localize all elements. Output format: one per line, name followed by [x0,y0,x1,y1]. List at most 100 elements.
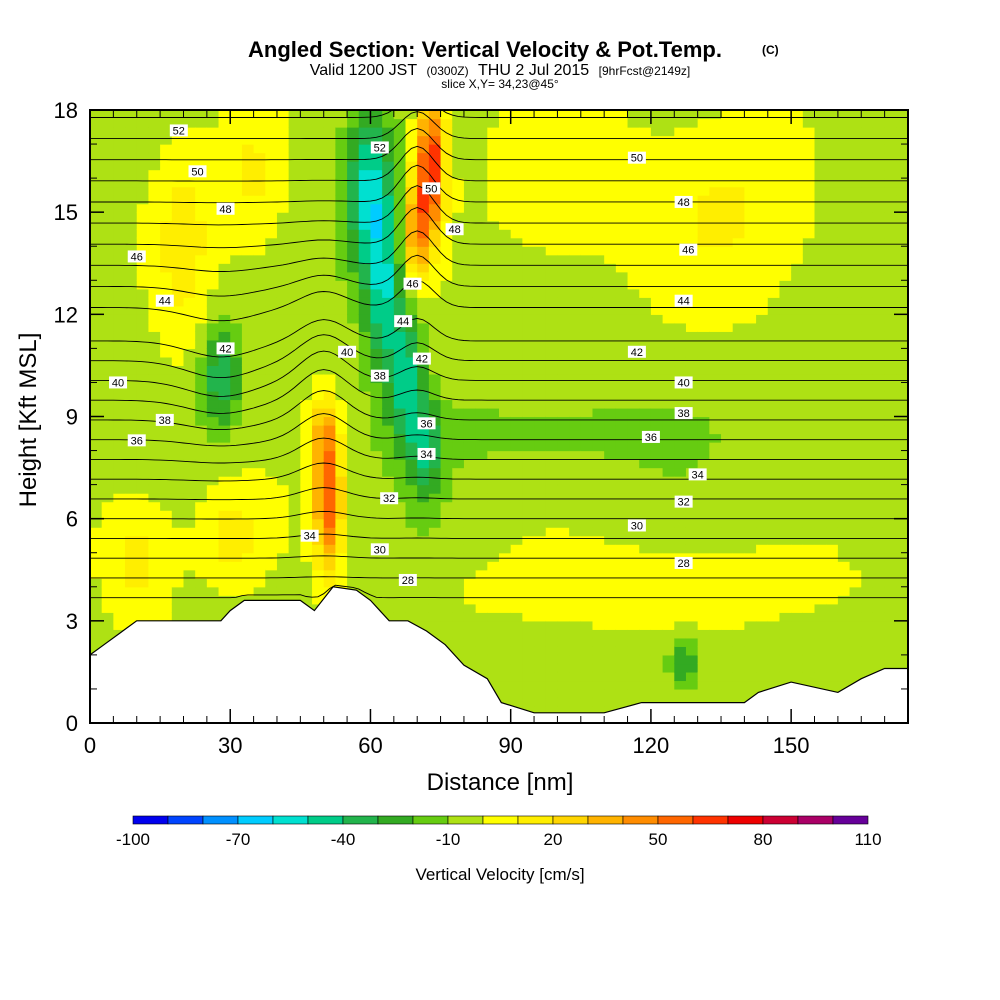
velocity-cell [627,433,640,443]
velocity-cell [136,561,150,571]
velocity-cell [195,365,208,375]
velocity-cell [358,467,372,477]
velocity-cell [814,382,827,392]
velocity-cell [534,459,547,469]
velocity-cell [604,518,617,528]
velocity-cell [288,212,301,222]
velocity-cell [802,195,816,205]
velocity-cell [662,459,675,469]
velocity-cell [791,476,804,486]
velocity-cell [709,654,722,665]
velocity-cell [814,135,827,145]
velocity-cell [872,246,886,256]
velocity-cell [674,476,687,486]
velocity-cell [312,467,325,477]
velocity-cell [241,263,255,273]
velocity-cell [826,339,839,349]
velocity-cell [744,178,757,188]
velocity-cell [814,493,827,503]
velocity-cell [276,586,290,596]
velocity-cell [615,680,629,690]
velocity-cell [744,535,757,545]
velocity-cell [779,186,792,196]
velocity-cell [253,127,266,137]
velocity-cell [779,220,792,230]
velocity-cell [475,365,488,375]
velocity-cell [650,493,664,503]
velocity-cell [534,314,547,324]
velocity-cell [101,373,114,384]
velocity-cell [218,535,231,545]
velocity-cell [697,331,710,341]
velocity-cell [300,118,313,128]
velocity-cell [452,595,465,605]
velocity-cell [685,322,699,332]
velocity-cell [113,118,126,128]
velocity-cell [814,595,827,605]
velocity-cell [557,620,570,630]
velocity-cell [674,629,687,639]
velocity-cell [160,169,173,179]
velocity-cell [534,348,547,358]
velocity-cell [475,246,488,256]
velocity-cell [463,220,477,230]
velocity-cell [148,127,161,137]
velocity-cell [347,527,360,537]
velocity-cell [767,390,781,401]
velocity-cell [125,220,138,230]
velocity-cell [440,544,453,554]
velocity-cell [767,459,781,469]
velocity-cell [580,271,594,281]
velocity-cell [569,620,582,630]
velocity-cell [767,118,781,128]
velocity-cell [312,416,325,426]
velocity-cell [499,110,512,120]
velocity-cell [101,442,114,452]
velocity-cell [557,314,570,324]
velocity-cell [569,280,582,290]
velocity-cell [499,578,512,588]
velocity-cell [358,271,372,281]
velocity-cell [171,518,185,528]
velocity-cell [230,442,243,452]
velocity-cell [510,263,523,273]
velocity-cell [791,110,804,120]
velocity-cell [557,356,570,367]
velocity-cell [183,544,196,554]
velocity-cell [604,697,617,707]
velocity-cell [557,629,570,639]
velocity-cell [592,220,605,230]
velocity-cell [136,442,150,452]
velocity-cell [615,620,629,630]
velocity-cell [744,203,757,213]
velocity-cell [732,118,745,128]
velocity-cell [148,305,161,315]
velocity-cell [545,407,559,418]
velocity-cell [323,246,336,256]
velocity-cell [276,246,290,256]
velocity-cell [230,246,243,256]
velocity-cell [580,705,594,716]
velocity-cell [300,484,313,494]
velocity-cell [335,305,348,315]
velocity-cell [206,561,220,571]
velocity-cell [826,671,839,682]
velocity-cell [206,152,220,162]
velocity-cell [125,203,138,213]
velocity-cell [358,348,372,358]
velocity-cell [347,152,360,162]
velocity-cell [884,288,897,298]
velocity-cell [510,152,523,162]
velocity-cell [276,220,290,230]
velocity-cell [370,246,383,256]
velocity-cell [265,212,278,222]
velocity-cell [253,220,266,230]
velocity-cell [814,663,827,673]
velocity-cell [405,484,418,494]
velocity-cell [580,152,594,162]
velocity-cell [627,297,640,307]
velocity-cell [779,442,792,452]
velocity-cell [428,527,442,537]
velocity-cell [288,127,301,137]
velocity-cell [101,552,114,562]
